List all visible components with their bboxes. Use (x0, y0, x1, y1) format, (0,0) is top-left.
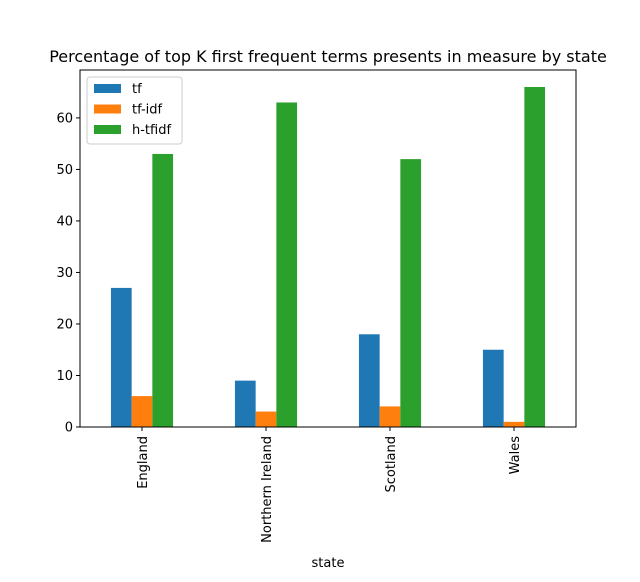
chart-title: Percentage of top K first frequent terms… (49, 47, 607, 66)
bar-tf-northern-ireland (234, 380, 256, 427)
legend-label-tf: tf (132, 82, 142, 97)
legend-label-tf-idf: tf-idf (132, 103, 163, 118)
y-tick-label: 40 (56, 214, 73, 229)
y-tick-label: 30 (56, 266, 73, 281)
y-tick-label: 0 (65, 421, 73, 436)
bar-tf-wales (482, 349, 504, 427)
y-tick-label: 10 (56, 369, 73, 384)
bar-tf-england (110, 287, 132, 427)
x-tick-label: Northern Ireland (260, 436, 275, 543)
legend: tf tf-idf h-tfidf (86, 76, 183, 145)
bar-h-tfidf-wales (524, 87, 546, 427)
x-tick-label: England (136, 436, 151, 489)
y-tick-label: 20 (56, 317, 73, 332)
x-axis-label: state (312, 556, 345, 571)
legend-swatch-h-tfidf (94, 125, 121, 134)
y-tick-label: 50 (56, 163, 73, 178)
x-axis: England Northern Ireland Scotland Wales (136, 427, 523, 543)
bar-tf-scotland (358, 334, 380, 427)
legend-swatch-tf-idf (94, 104, 121, 114)
plot-frame (79, 69, 577, 428)
legend-label-h-tfidf: h-tfidf (132, 123, 171, 138)
bar-h-tfidf-northern-ireland (276, 102, 298, 428)
y-axis: 0 10 20 30 40 50 60 (56, 111, 80, 436)
x-tick-label: Scotland (384, 436, 399, 493)
legend-swatch-tf (94, 84, 121, 93)
bar-h-tfidf-england (152, 153, 174, 427)
bar-tf-idf-wales (503, 421, 525, 427)
bars-layer (110, 87, 546, 428)
bar-tf-idf-england (131, 396, 153, 427)
bar-tf-idf-scotland (379, 406, 401, 427)
bar-h-tfidf-scotland (400, 159, 422, 427)
y-tick-label: 60 (56, 111, 73, 126)
x-tick-label: Wales (508, 436, 523, 475)
bar-tf-idf-northern-ireland (255, 411, 277, 427)
